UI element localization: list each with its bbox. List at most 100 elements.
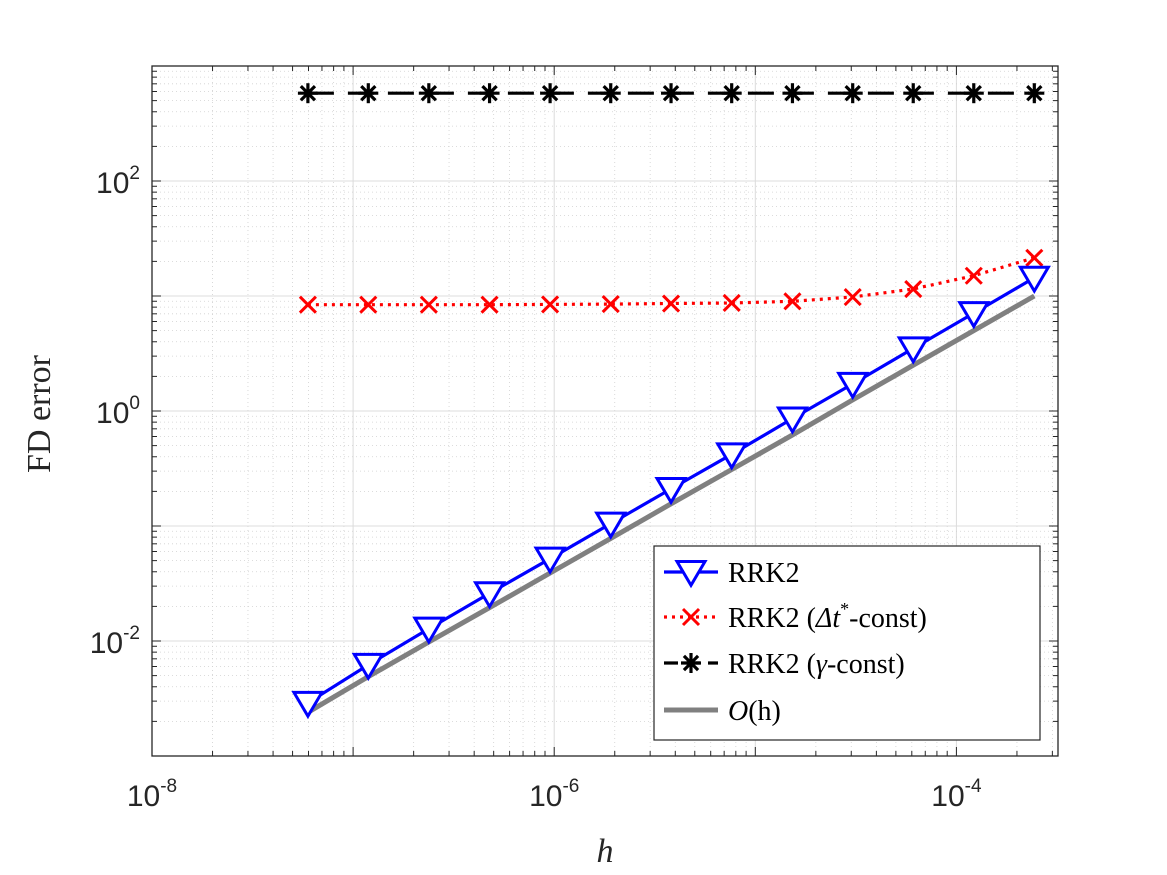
marker-stroke — [602, 85, 619, 102]
data-point — [836, 371, 870, 401]
data-point — [540, 83, 561, 104]
data-point — [358, 83, 379, 104]
marker-stroke — [723, 85, 740, 102]
x-tick-label-base: 10 — [931, 780, 964, 813]
legend-label-text: RRK2 ( — [728, 649, 816, 680]
series-0 — [291, 265, 1051, 720]
x-tick-label-base: 10 — [529, 780, 562, 813]
legend-label-sup: * — [840, 599, 849, 619]
data-point — [298, 295, 317, 314]
data-point — [533, 546, 567, 575]
marker-stroke — [298, 295, 317, 314]
data-point — [412, 616, 446, 645]
data-point — [418, 83, 439, 104]
marker-stroke — [681, 607, 701, 627]
marker-shape — [896, 336, 930, 365]
data-point — [721, 83, 742, 104]
data-point — [1024, 83, 1045, 104]
data-point — [654, 476, 688, 506]
x-tick-label: 10-6 — [529, 776, 579, 813]
data-point — [896, 336, 930, 365]
marker-shape — [836, 371, 870, 401]
data-point — [843, 287, 862, 307]
y-tick-label-exponent: 2 — [129, 163, 140, 184]
marker-stroke — [359, 295, 378, 314]
data-point — [903, 83, 924, 104]
legend-swatch — [664, 607, 718, 627]
data-point — [601, 295, 620, 314]
legend-label-math: γ — [816, 649, 828, 680]
data-point — [297, 83, 318, 104]
legend-label-text: (h) — [748, 696, 781, 727]
marker-shape — [654, 476, 688, 506]
data-point — [775, 406, 810, 435]
y-axis-title: FD error — [21, 354, 58, 473]
data-point — [472, 581, 507, 610]
legend-swatch — [664, 560, 718, 589]
data-point — [600, 83, 621, 104]
data-point — [1017, 265, 1051, 295]
y-tick-label-base: 10 — [96, 167, 129, 200]
marker-stroke — [844, 85, 861, 102]
legend-label-text: -const) — [849, 603, 927, 634]
y-tick-label: 100 — [96, 393, 140, 430]
y-tick-label-exponent: -2 — [123, 623, 140, 644]
y-tick-label-exponent: 0 — [129, 393, 140, 414]
marker-stroke — [419, 295, 438, 314]
data-point — [1025, 248, 1044, 267]
marker-shape — [1017, 265, 1051, 295]
y-tick-label: 10-2 — [90, 623, 140, 660]
data-point — [782, 83, 803, 104]
data-point — [291, 690, 325, 720]
marker-stroke — [1026, 85, 1043, 102]
marker-stroke — [480, 295, 499, 314]
marker-stroke — [722, 293, 741, 313]
legend-swatch-marker — [681, 607, 701, 627]
data-point — [957, 301, 991, 330]
marker-stroke — [420, 85, 438, 102]
data-point — [351, 652, 385, 682]
marker-stroke — [905, 85, 922, 102]
data-point — [359, 295, 378, 314]
x-tick-label-exponent: -4 — [965, 776, 982, 797]
legend-label-math: Δt — [815, 603, 841, 634]
marker-stroke — [661, 294, 681, 313]
marker-stroke — [662, 85, 680, 102]
legend-label-text: RRK2 ( — [728, 603, 816, 634]
data-point — [904, 279, 923, 299]
data-point — [480, 295, 499, 314]
marker-stroke — [965, 85, 982, 102]
marker-shape — [674, 560, 708, 589]
x-tick-label-exponent: -8 — [160, 776, 177, 797]
marker-stroke — [964, 266, 983, 285]
x-tick-label-exponent: -6 — [562, 776, 579, 797]
legend-swatch-marker — [674, 560, 708, 589]
marker-stroke — [541, 295, 560, 314]
data-point — [842, 83, 863, 104]
marker-stroke — [299, 85, 317, 102]
x-tick-label: 10-4 — [931, 776, 982, 813]
data-point — [661, 83, 682, 104]
legend-swatch — [664, 653, 718, 673]
marker-shape — [715, 442, 749, 471]
marker-shape — [472, 581, 507, 610]
data-point — [715, 442, 749, 471]
legend-box — [653, 545, 1041, 741]
marker-stroke — [783, 292, 802, 311]
legend-swatch-marker — [681, 653, 701, 673]
data-point — [783, 292, 802, 311]
legend-label-text: -const) — [827, 649, 905, 680]
ticks — [151, 65, 1058, 757]
marker-stroke — [843, 287, 862, 307]
legend-label: O(h) — [728, 696, 781, 727]
marker-stroke — [784, 85, 801, 102]
data-point — [963, 83, 984, 104]
series-2 — [297, 83, 1045, 104]
marker-stroke — [904, 279, 923, 299]
legend-label-text: RRK2 — [728, 558, 800, 589]
y-tick-label: 102 — [96, 163, 140, 200]
series-1 — [298, 248, 1044, 314]
grid — [151, 65, 1058, 757]
marker-stroke — [682, 654, 700, 672]
